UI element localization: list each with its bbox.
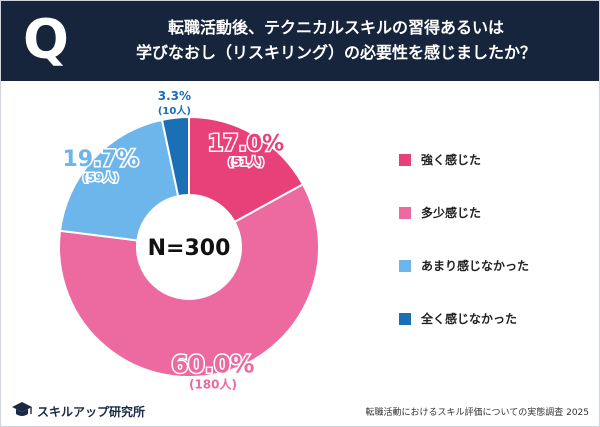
q-badge: Q [23,8,69,71]
count-label: (59人) [82,170,118,184]
label-not-at-all: 3.3%(10人) [156,87,192,118]
label-strong: 17.0%(51人) [206,130,285,170]
slice-somewhat [58,183,320,378]
label-somewhat: 60.0%(180人) [170,349,256,393]
legend-label: あまり感じなかった [421,259,530,273]
slice-not-at-all [160,115,190,198]
legend-swatch [399,207,411,219]
count-label: (180人) [189,377,237,392]
source-note: 転職活動におけるスキル評価についての実態調査 2025 [365,408,590,418]
legend-item-not-at-all: 全く感じなかった [399,310,589,328]
legend-label: 多少感じた [421,206,482,220]
legend-item-somewhat: 多少感じた [399,204,589,222]
slice-strong [188,115,305,224]
count-label: (51人) [228,155,264,169]
percent-label: 19.7% [63,147,139,172]
legend-item-not-much: あまり感じなかった [399,257,589,275]
question-line-2: 学びなおし（リスキリング）の必要性を感じましたか？ [135,43,536,62]
percent-label: 17.0% [208,132,284,157]
percent-label: 3.3% [158,89,191,103]
slice-not-much [58,118,180,242]
legend-label: 全く感じなかった [421,312,518,326]
center-label: N=300 [148,236,231,261]
legend-swatch [399,313,411,325]
legend: 強く感じた 多少感じた あまり感じなかった 全く感じなかった [399,151,589,363]
legend-swatch [399,154,411,166]
brand-name: スキルアップ研究所 [37,405,146,419]
legend-label: 強く感じた [421,153,482,167]
question-line-1: 転職活動後、テクニカルスキルの習得あるいは [167,18,504,37]
count-label: (10人) [158,104,191,117]
graduation-cap-icon [12,402,32,416]
percent-label: 60.0% [171,351,254,379]
legend-item-strong: 強く感じた [399,151,589,169]
question-text: 転職活動後、テクニカルスキルの習得あるいは 学びなおし（リスキリング）の必要性を… [101,15,571,65]
question-header: Q 転職活動後、テクニカルスキルの習得あるいは 学びなおし（リスキリング）の必要… [1,1,599,81]
label-not-much: 19.7%(59人) [61,145,140,185]
legend-swatch [399,260,411,272]
